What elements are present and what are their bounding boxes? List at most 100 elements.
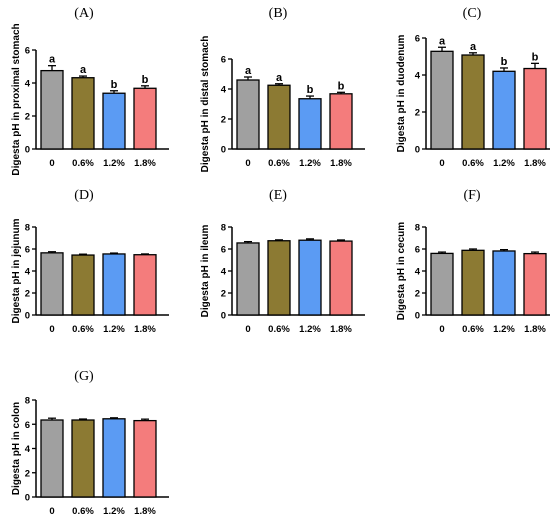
x-tick-label: 1.2% [493,158,515,169]
y-tick-label: 0 [25,311,30,322]
y-tick-label: 0 [415,145,420,156]
y-tick-label: 0 [221,145,226,156]
x-tick-label: 0 [245,158,250,169]
y-tick-label: 8 [25,223,30,234]
y-axis-label: Digesta pH in distal stomach [200,36,211,173]
x-tick-label: 0.6% [462,324,484,335]
significance-label: a [439,35,446,47]
bar [71,419,95,498]
y-tick-label: 0 [221,311,226,322]
y-tick-label: 4 [415,267,421,278]
bar [267,240,291,316]
y-tick-label: 8 [25,396,30,407]
chart-panel: (B) Digesta pH in distal stomach 0 2 4 6 a 0 a 0.… [200,6,365,172]
panel-label: (E) [269,188,287,203]
y-tick-label: 2 [25,468,30,479]
y-tick-label: 6 [415,34,420,45]
bar [523,252,547,316]
x-tick-label: 0.6% [72,506,94,517]
bar [102,418,126,498]
bar [267,84,291,150]
bar [329,240,353,316]
y-tick-label: 4 [25,444,31,455]
x-tick-label: 0 [245,324,250,335]
y-tick-label: 2 [221,115,226,126]
bar [40,419,64,498]
x-tick-label: 0.6% [268,158,290,169]
x-tick-label: 0 [439,158,444,169]
y-tick-label: 6 [415,245,420,256]
chart-panel: (A)Digesta pH in proximal stomach 0246a0a… [11,6,169,176]
x-tick-label: 0 [49,506,54,517]
x-tick-label: 0.6% [72,324,94,335]
bar [236,242,260,316]
bar [133,87,157,150]
x-tick-label: 1.8% [134,324,156,335]
panel-label: (A) [74,6,94,21]
bar [461,54,485,150]
bar [298,239,322,316]
x-tick-label: 1.8% [134,158,156,169]
x-tick-label: 1.8% [134,506,156,517]
y-tick-label: 2 [25,112,30,123]
bar [102,92,126,150]
x-tick-label: 1.8% [330,158,352,169]
bar [40,252,64,316]
y-tick-label: 4 [221,85,227,96]
x-tick-label: 1.2% [103,324,125,335]
y-tick-label: 2 [221,289,226,300]
y-tick-label: 2 [415,289,420,300]
significance-label: b [142,74,149,86]
y-tick-label: 2 [415,108,420,119]
chart-panel: (E) Digesta pH in ileum 0 2 4 6 8 0 0.6% 1.2% 1.8% [200,188,365,335]
significance-label: b [307,84,314,96]
panel-label: (D) [74,188,94,203]
y-tick-label: 4 [221,267,227,278]
bar [329,93,353,150]
bar [430,252,454,316]
panel-label: (F) [463,188,480,203]
y-tick-label: 0 [25,145,30,156]
y-tick-label: 8 [415,223,420,234]
y-axis-label: Digesta pH in duodenum [396,35,407,153]
bar [461,249,485,316]
y-axis-label: Digesta pH in proximal stomach [11,23,22,175]
bar [102,253,126,316]
x-tick-label: 0 [439,324,444,335]
significance-label: a [276,72,283,84]
significance-label: a [470,41,477,53]
y-axis-label: Digesta pH in colon [11,402,22,495]
bar [298,98,322,150]
bar [133,254,157,316]
x-tick-label: 0.6% [72,158,94,169]
panel-label: (G) [74,369,94,384]
significance-label: b [532,51,539,63]
panel-label: (C) [463,6,482,21]
y-tick-label: 6 [221,245,226,256]
bar [40,69,64,150]
y-tick-label: 0 [25,493,30,504]
significance-label: b [338,80,345,92]
bar [236,79,260,150]
chart-panel: (C) Digesta pH in duodenum 0 2 4 6 a 0 a 0.6% b 1.2… [396,6,550,169]
y-tick-label: 4 [25,79,31,90]
x-tick-label: 1.8% [524,324,546,335]
y-tick-label: 2 [25,289,30,300]
y-tick-label: 6 [25,420,30,431]
x-tick-label: 0.6% [268,324,290,335]
chart-panel: (F) Digesta pH in cecum 0 2 4 6 8 0 0.6% 1.2% 1.8% [396,188,550,335]
bar [71,77,95,150]
significance-label: b [111,79,118,91]
x-tick-label: 1.8% [330,324,352,335]
bar [430,50,454,150]
significance-label: a [245,65,252,77]
x-tick-label: 1.8% [524,158,546,169]
y-tick-label: 4 [415,71,421,82]
significance-label: b [501,56,508,68]
bar [492,250,516,316]
significance-label: a [49,54,56,66]
x-tick-label: 0.6% [462,158,484,169]
y-tick-label: 6 [25,46,30,57]
